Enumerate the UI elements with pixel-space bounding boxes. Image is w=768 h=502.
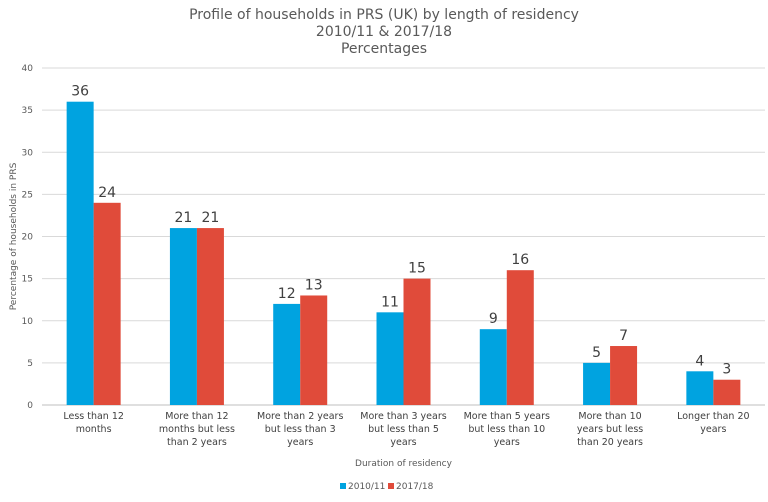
x-tick-label: months [76,424,112,435]
data-label: 16 [511,252,529,268]
bar-2017-18 [93,202,121,405]
x-tick-label: years [287,437,313,448]
x-tick-label: but less than 10 [468,424,545,435]
data-label: 21 [202,210,220,226]
chart-subtitle: 2010/11 & 2017/18 [315,24,453,40]
bar-2010-11 [479,329,507,405]
bar-2010-11 [66,101,94,405]
y-axis-label: Percentage of households in PRS [9,162,19,310]
data-label: 9 [489,311,498,327]
bar-2017-18 [713,379,741,405]
data-label: 36 [71,84,89,100]
bar-2010-11 [376,312,404,405]
y-tick-label: 20 [22,233,34,243]
x-tick-label: years [494,437,520,448]
x-tick-label: but less than 5 [368,424,439,435]
y-tick-label: 35 [22,106,33,116]
legend-swatch [340,483,346,489]
bar-2017-18 [196,228,224,405]
x-tick-label: years but less [577,424,643,435]
bar-2010-11 [686,371,714,405]
x-tick-label: than 20 years [577,437,643,448]
data-label: 5 [592,345,601,361]
x-tick-label: than 2 years [167,437,227,448]
y-tick-label: 25 [22,190,33,200]
bar-2010-11 [583,362,611,405]
y-tick-label: 40 [22,64,34,74]
x-tick-label: More than 10 [578,411,641,422]
x-tick-label: More than 5 years [464,411,550,422]
legend-swatch [388,483,394,489]
y-tick-label: 10 [22,317,34,327]
y-tick-label: 30 [22,148,34,158]
bar-2010-11 [273,303,301,405]
legend-label: 2010/11 [348,482,385,492]
x-tick-label: months but less [159,424,235,435]
x-tick-label: Longer than 20 [677,411,749,422]
bar-2017-18 [403,278,431,405]
y-tick-label: 0 [27,401,33,411]
data-label: 4 [695,353,704,369]
x-tick-label: More than 12 [165,411,228,422]
data-label: 24 [98,185,116,201]
data-label: 12 [278,286,296,302]
x-tick-label: More than 2 years [257,411,343,422]
x-tick-label: years [700,424,726,435]
x-tick-label: years [390,437,416,448]
data-label: 7 [619,328,628,344]
x-tick-label: but less than 3 [265,424,336,435]
data-label: 15 [408,261,426,277]
data-label: 3 [722,362,731,378]
chart-subtitle-units: Percentages [340,41,428,57]
bar-2017-18 [506,270,534,405]
chart-title: Profile of households in PRS (UK) by len… [189,7,579,23]
y-tick-label: 15 [22,275,33,285]
x-axis-label: Duration of residency [355,459,453,469]
bar-2017-18 [610,346,638,405]
bar-2017-18 [300,295,328,405]
x-tick-label: Less than 12 [63,411,124,422]
bar-2010-11 [169,228,197,405]
data-label: 11 [381,294,399,310]
data-label: 21 [175,210,193,226]
y-tick-label: 5 [27,359,33,369]
legend-label: 2017/18 [396,482,434,492]
data-label: 13 [305,277,323,293]
x-tick-label: More than 3 years [360,411,446,422]
